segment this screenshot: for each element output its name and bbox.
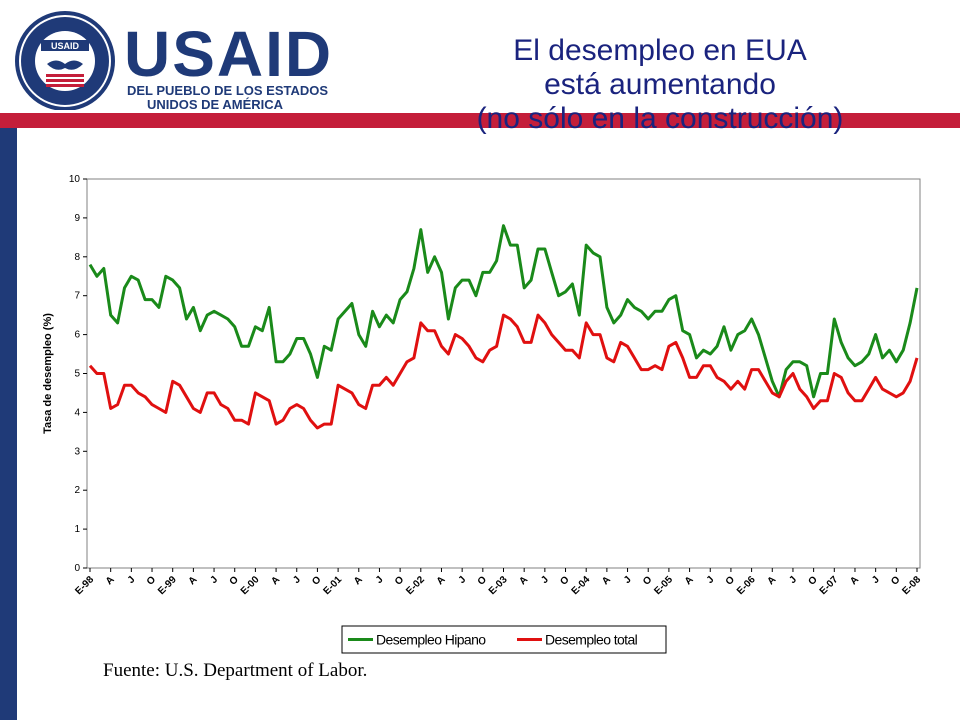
x-tick-label: E-04 [570, 574, 593, 597]
x-tick-label: J [787, 574, 799, 586]
y-tick-label: 2 [74, 485, 80, 496]
y-tick-label: 8 [74, 252, 80, 263]
x-tick-label: A [435, 574, 448, 587]
header-band [0, 113, 960, 128]
usaid-seal: USAID [15, 11, 115, 110]
x-tick-label: J [457, 574, 469, 586]
y-tick-label: 6 [74, 330, 80, 341]
legend [341, 625, 667, 654]
x-tick-label: O [476, 574, 489, 587]
tagline-line1: DEL PUEBLO DE LOS ESTADOS [127, 83, 328, 98]
x-tick-label: A [269, 574, 282, 587]
x-tick-label: O [145, 574, 158, 587]
x-tick-label: A [104, 574, 117, 587]
x-tick-label: J [374, 574, 386, 586]
source-note: Fuente: U.S. Department of Labor. [103, 660, 368, 681]
series-line-2 [88, 313, 919, 430]
x-tick-label: E-08 [900, 574, 923, 597]
x-tick-label: E-98 [73, 574, 96, 597]
x-tick-label: E-02 [404, 574, 427, 597]
title-line-1: El desempleo en EUA [513, 34, 807, 67]
y-tick-label: 10 [69, 174, 81, 185]
x-tick-label: E-03 [487, 574, 510, 597]
x-tick-label: O [724, 574, 737, 587]
x-tick-label: A [600, 574, 613, 587]
x-tick-label: A [517, 574, 530, 587]
seal-badge-text: USAID [51, 41, 80, 51]
y-tick-label: 1 [74, 524, 80, 535]
x-tick-label: A [766, 574, 779, 587]
x-tick-label: O [806, 574, 819, 587]
x-tick-label: O [558, 574, 571, 587]
x-tick-label: J [291, 574, 303, 586]
x-tick-label: A [187, 574, 200, 587]
x-tick-label: J [870, 574, 882, 586]
x-tick-label: J [208, 574, 220, 586]
x-tick-label: J [705, 574, 717, 586]
y-tick-label: 5 [74, 369, 80, 380]
x-tick-label: E-05 [652, 574, 675, 597]
legend-label-2: Desempleo total [545, 632, 638, 648]
x-tick-label: E-07 [818, 574, 841, 597]
title-line-2: está aumentando [544, 68, 776, 101]
y-tick-label: 9 [74, 213, 80, 224]
y-tick-label: 7 [74, 291, 80, 302]
y-tick-label: 0 [74, 563, 80, 574]
y-tick-label: 3 [74, 446, 80, 457]
x-tick-label: J [126, 574, 138, 586]
x-tick-label: O [889, 574, 902, 587]
x-tick-label: A [352, 574, 365, 587]
x-tick-label: O [641, 574, 654, 587]
x-tick-label: O [393, 574, 406, 587]
y-tick-label: 4 [74, 407, 80, 418]
x-tick-label: O [228, 574, 241, 587]
tagline-line2: UNIDOS DE AMÉRICA [147, 97, 284, 110]
usaid-wordmark: USAID [124, 18, 333, 90]
x-tick-label: E-99 [156, 574, 179, 597]
title-line-3: (no sólo en la construcción) [476, 102, 844, 135]
x-tick-label: J [622, 574, 634, 586]
left-accent-bar [0, 128, 17, 720]
usaid-logo: USAID USAID DEL PUEBLO DE LOS ESTADOS UN… [15, 11, 333, 110]
plot-area [86, 178, 921, 569]
x-tick-label: A [683, 574, 696, 587]
x-tick-label: J [539, 574, 551, 586]
slide-title: El desempleo en EUA está aumentando (no … [400, 34, 920, 136]
y-axis-label: Tasa de desempleo (%) [42, 313, 54, 434]
x-tick-label: A [848, 574, 861, 587]
x-tick-label: E-06 [735, 574, 758, 597]
handshake-icon [47, 60, 83, 70]
x-tick-label: E-01 [322, 574, 345, 597]
legend-label-1: Desempleo Hipano [376, 632, 486, 648]
x-tick-label: E-00 [239, 574, 262, 597]
x-tick-label: O [310, 574, 323, 587]
